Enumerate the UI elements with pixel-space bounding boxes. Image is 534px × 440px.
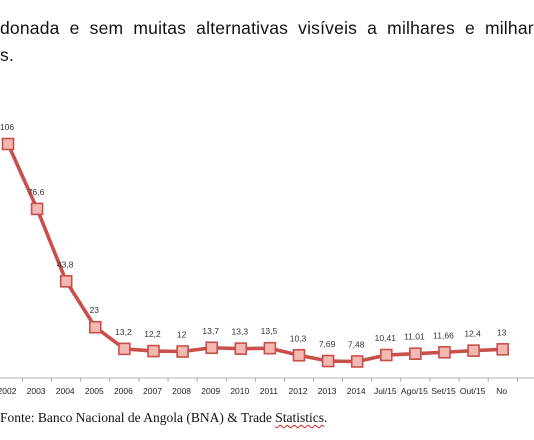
data-point-13 bbox=[379, 348, 393, 362]
data-point-10 bbox=[292, 348, 306, 362]
data-point-7 bbox=[205, 341, 218, 355]
x-tick-label-3: 2005 bbox=[85, 386, 104, 396]
data-point-9 bbox=[263, 341, 277, 355]
x-tick-label-1: 2003 bbox=[27, 386, 46, 396]
source-suffix: . bbox=[323, 410, 328, 425]
data-label-4: 13,2 bbox=[115, 327, 132, 337]
data-label-3: 23 bbox=[90, 305, 100, 315]
x-tick-label-7: 2009 bbox=[201, 386, 220, 396]
data-label-16: 12,4 bbox=[464, 329, 481, 339]
data-point-0 bbox=[1, 137, 15, 151]
x-tick-label-9: 2011 bbox=[260, 386, 279, 396]
data-label-10: 10,3 bbox=[290, 333, 307, 343]
data-point-2 bbox=[59, 275, 73, 288]
x-tick-label-14: Ago/15 bbox=[401, 386, 428, 396]
data-point-11 bbox=[321, 354, 335, 368]
x-tick-label-8: 2010 bbox=[230, 386, 249, 396]
data-point-8 bbox=[234, 342, 248, 355]
x-tick-label-16: Out/15 bbox=[460, 386, 486, 396]
data-label-11: 7,69 bbox=[319, 339, 336, 349]
data-point-16 bbox=[467, 344, 480, 357]
data-label-7: 13,7 bbox=[202, 326, 219, 336]
source-prefix: Fonte: Banco Nacional de Angola (BNA) & … bbox=[0, 410, 272, 425]
data-label-12: 7,48 bbox=[348, 339, 365, 349]
source-note: Fonte: Banco Nacional de Angola (BNA) & … bbox=[0, 410, 327, 426]
paragraph-line-2: s. bbox=[0, 45, 15, 65]
data-point-1 bbox=[30, 202, 44, 216]
data-point-4 bbox=[118, 342, 131, 356]
data-label-1: 76,6 bbox=[28, 187, 45, 197]
data-point-12 bbox=[350, 355, 364, 368]
data-point-17 bbox=[496, 343, 510, 356]
x-tick-label-11: 2013 bbox=[318, 386, 337, 396]
data-label-0: 106 bbox=[0, 122, 14, 132]
data-label-9: 13,5 bbox=[261, 326, 278, 336]
data-label-6: 12 bbox=[177, 330, 187, 340]
data-label-2: 43,8 bbox=[57, 259, 74, 269]
data-point-15 bbox=[438, 345, 451, 359]
x-tick-label-0: 2002 bbox=[0, 386, 17, 396]
source-emphasis: Statistics bbox=[275, 410, 324, 425]
data-label-17: 13 bbox=[497, 327, 507, 337]
series-line bbox=[6, 143, 503, 364]
x-tick-label-15: Set/15 bbox=[431, 386, 456, 396]
paragraph-line-1: donada e sem muitas alternativas visívei… bbox=[0, 18, 534, 38]
x-tick-label-6: 2008 bbox=[172, 386, 191, 396]
x-tick-label-4: 2006 bbox=[114, 386, 133, 396]
data-label-15: 11,66 bbox=[433, 330, 454, 340]
x-tick-label-12: 2014 bbox=[347, 386, 366, 396]
data-label-13: 10,41 bbox=[375, 333, 397, 343]
x-tick-label-17: No bbox=[496, 386, 507, 396]
data-label-5: 12,2 bbox=[144, 329, 161, 339]
x-tick-label-2: 2004 bbox=[56, 386, 75, 396]
data-point-5 bbox=[147, 344, 160, 358]
x-tick-label-5: 2007 bbox=[143, 386, 162, 396]
x-tick-label-10: 2012 bbox=[289, 386, 308, 396]
data-point-14 bbox=[409, 347, 422, 360]
data-label-8: 13,3 bbox=[232, 327, 249, 337]
data-point-6 bbox=[176, 345, 189, 358]
data-point-3 bbox=[89, 320, 102, 334]
x-tick-label-13: Jul/15 bbox=[374, 386, 397, 396]
data-label-14: 11,01 bbox=[404, 332, 425, 342]
